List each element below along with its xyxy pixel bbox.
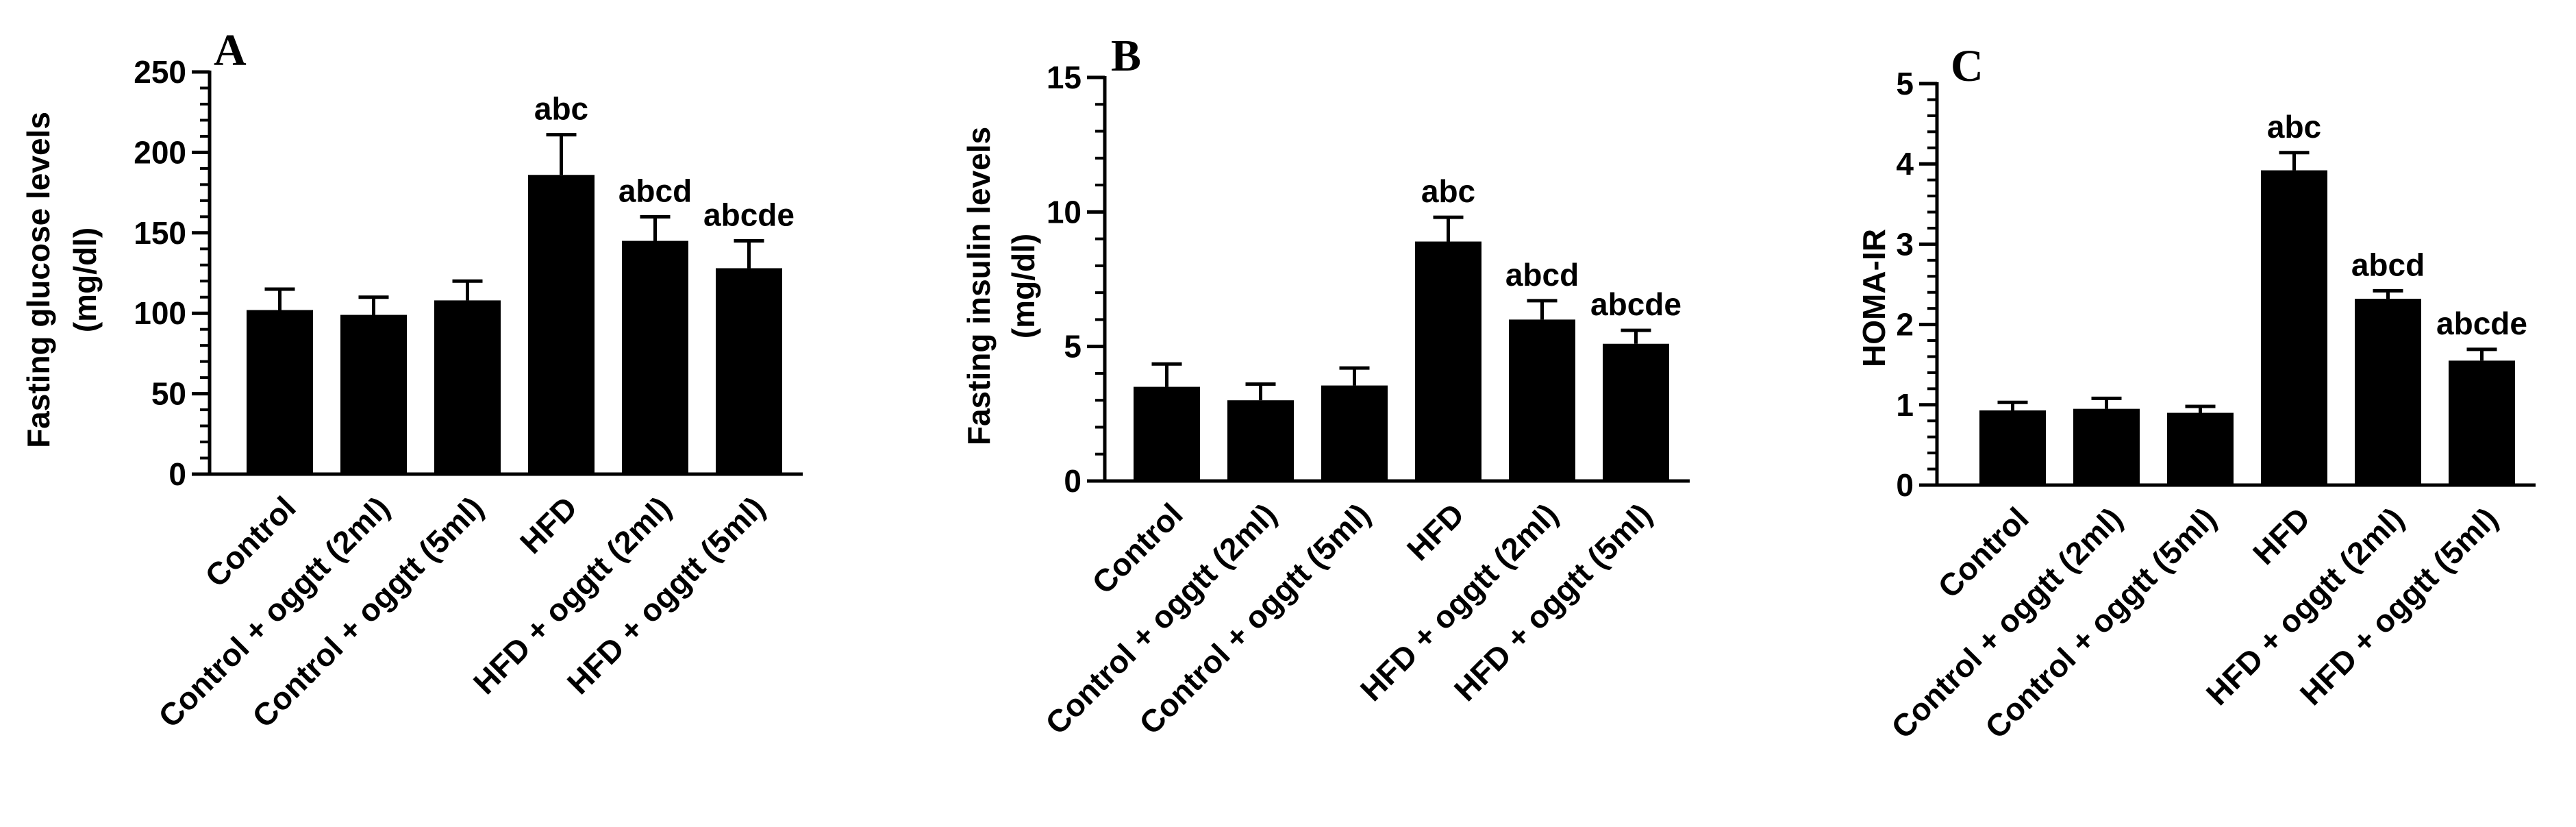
y-axis-unit: (mg/dl) <box>1005 234 1041 338</box>
bar <box>434 300 501 474</box>
significance-label: abc <box>1421 173 1475 209</box>
significance-label: abcde <box>1590 286 1681 322</box>
significance-label: abcde <box>703 197 795 233</box>
y-tick-label: 5 <box>1064 329 1081 365</box>
y-tick-label: 3 <box>1896 226 1914 262</box>
y-axis-label: Fasting insulin levels <box>961 127 997 445</box>
y-axis-label: Fasting glucose levels <box>21 112 56 448</box>
significance-label: abcd <box>2351 247 2425 282</box>
y-tick-label: 250 <box>134 54 186 90</box>
y-tick-label: 15 <box>1047 60 1081 95</box>
y-tick-label: 100 <box>134 295 186 331</box>
y-tick-label: 50 <box>151 376 186 412</box>
y-tick-label: 150 <box>134 215 186 251</box>
panel-label: B <box>1111 31 1141 81</box>
bar <box>528 175 595 474</box>
bar <box>247 310 313 474</box>
significance-label: abc <box>534 91 588 127</box>
y-tick-label: 5 <box>1896 66 1914 101</box>
bar <box>340 314 407 474</box>
panel-label: A <box>214 25 247 75</box>
bar <box>1134 386 1200 481</box>
y-axis-unit: (mg/dl) <box>67 227 103 332</box>
bar <box>2261 170 2327 486</box>
significance-label: abc <box>2267 109 2321 145</box>
bar <box>1415 241 1481 481</box>
chart-panel-a: 0 50 100 150 200 250 Fasting glucose levels (mg… <box>21 25 803 735</box>
y-tick-label: 1 <box>1896 387 1914 423</box>
bar <box>1603 343 1669 481</box>
significance-label: abcd <box>1505 257 1579 293</box>
panel-label: C <box>1951 41 1984 91</box>
y-axis-label: HOMA-IR <box>1856 229 1892 367</box>
bar <box>2355 299 2421 485</box>
y-tick-label: 4 <box>1896 146 1914 182</box>
y-tick-label: 10 <box>1047 194 1081 230</box>
bar <box>2167 412 2234 485</box>
bar <box>1509 319 1575 481</box>
y-tick-label: 200 <box>134 134 186 170</box>
y-tick-label: 2 <box>1896 307 1914 343</box>
bar <box>716 268 782 474</box>
y-tick-label: 0 <box>1896 467 1914 503</box>
significance-label: abcd <box>618 173 692 208</box>
bar <box>2073 408 2140 485</box>
bar <box>2449 360 2515 485</box>
x-tick-label: HFD <box>513 489 584 560</box>
x-tick-label: HFD <box>1400 496 1471 567</box>
y-tick-label: 0 <box>1064 463 1081 499</box>
bar <box>1227 400 1294 481</box>
bar <box>622 240 688 474</box>
significance-label: abcde <box>2436 306 2527 341</box>
y-tick-label: 0 <box>168 456 186 492</box>
x-tick-label: HFD <box>2246 500 2317 571</box>
bar <box>1321 385 1388 481</box>
bar <box>1979 410 2046 485</box>
